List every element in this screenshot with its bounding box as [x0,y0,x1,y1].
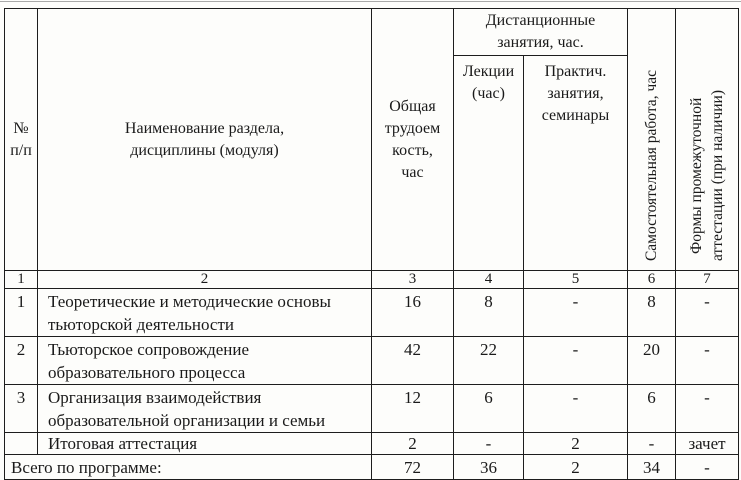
row-name-cell: Тьюторское сопровождение образовательног… [37,336,372,385]
row-practice-cell: - [523,336,628,385]
table-row: 3 Организация взаимодействия образовател… [4,384,739,433]
assessment-vertical-label: Формы промежуточной аттестации (при нали… [688,89,726,261]
col-number-5: 5 [523,270,628,289]
row-self-work-cell: 8 [627,288,676,337]
page-top-rule [0,1,741,2]
self-work-vertical-label: Самостоятельная работа, час [643,69,660,261]
row-total-cell: 2 [371,432,454,455]
row-num-cell: 3 [4,384,38,433]
column-numbering-row: 1 2 3 4 5 6 7 [4,270,739,289]
header-row-sub: Лекции (час) Практич. занятия, семинары [5,55,739,271]
header-cell-lectures: Лекции (час) [453,55,524,271]
row-self-work-cell: 6 [627,384,676,433]
col-number-1: 1 [4,270,38,289]
row-self-work-cell: - [627,432,676,455]
row-num-cell [4,432,38,455]
table-row-program-total: Всего по программе: 72 36 2 34 - [4,454,739,480]
total-lectures-cell: 36 [453,454,524,480]
table-row-final-attestation: Итоговая аттестация 2 - 2 - зачет [4,432,739,455]
row-num-cell: 2 [4,336,38,385]
row-assessment-cell: - [675,384,739,433]
row-self-work-cell: 20 [627,336,676,385]
row-lectures-cell: 8 [453,288,524,337]
curriculum-table: № п/п Наименование раздела, дисциплины (… [4,8,739,480]
total-assessment-cell: - [675,454,739,480]
header-cell-self-work: Самостоятельная работа, час [627,8,676,271]
table-row: 2 Тьюторское сопровождение образовательн… [4,336,739,385]
col-number-4: 4 [453,270,524,289]
row-name-cell: Итоговая аттестация [37,432,372,455]
col-number-6: 6 [627,270,676,289]
row-num-cell: 1 [4,288,38,337]
col-number-3: 3 [371,270,454,289]
row-total-cell: 42 [371,336,454,385]
row-name-cell: Теоретические и методические основы тьют… [37,288,372,337]
total-self-work-cell: 34 [627,454,676,480]
row-assessment-cell: - [675,288,739,337]
row-name-cell: Организация взаимодействия образовательн… [37,384,372,433]
header-cell-practice: Практич. занятия, семинары [523,55,628,271]
row-practice-cell: - [523,288,628,337]
header-cell-num: № п/п [4,8,38,271]
header-cell-distance-group: Дистанционные занятия, час. [453,8,628,56]
row-lectures-cell: - [453,432,524,455]
header-row-group: № п/п Наименование раздела, дисциплины (… [4,8,739,271]
table-row: 1 Теоретические и методические основы ть… [4,288,739,337]
col-number-7: 7 [675,270,739,289]
total-label-cell: Всего по программе: [4,454,372,480]
header-cell-total-hours: Общая трудоем кость, час [371,8,454,271]
header-cell-name: Наименование раздела, дисциплины (модуля… [37,8,372,271]
row-assessment-cell: зачет [675,432,739,455]
row-total-cell: 16 [371,288,454,337]
col-number-2: 2 [37,270,372,289]
row-lectures-cell: 22 [453,336,524,385]
total-hours-cell: 72 [371,454,454,480]
row-practice-cell: 2 [523,432,628,455]
row-total-cell: 12 [371,384,454,433]
row-assessment-cell: - [675,336,739,385]
row-lectures-cell: 6 [453,384,524,433]
row-practice-cell: - [523,384,628,433]
total-practice-cell: 2 [523,454,628,480]
header-cell-assessment: Формы промежуточной аттестации (при нали… [675,8,739,271]
